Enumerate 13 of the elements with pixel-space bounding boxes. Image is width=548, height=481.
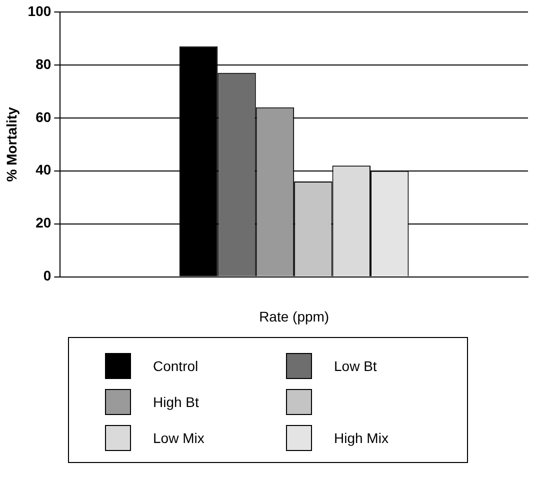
legend-label: Low Mix bbox=[153, 430, 204, 446]
legend-label: Control bbox=[153, 358, 198, 374]
y-tick-label: 20 bbox=[36, 214, 52, 231]
y-tick-label: 60 bbox=[36, 108, 52, 125]
legend-label: High Mix bbox=[334, 430, 388, 446]
y-tick-label: 0 bbox=[43, 268, 52, 284]
y-axis-title: % Mortality bbox=[3, 106, 20, 182]
legend-label: Low Bt bbox=[334, 358, 377, 374]
y-tick-label: 100 bbox=[28, 2, 52, 19]
legend-label: High Bt bbox=[153, 394, 199, 410]
y-tick-label: 80 bbox=[36, 56, 52, 72]
y-tick-label: 40 bbox=[36, 162, 52, 178]
x-axis-title: Rate (ppm) bbox=[259, 308, 330, 324]
